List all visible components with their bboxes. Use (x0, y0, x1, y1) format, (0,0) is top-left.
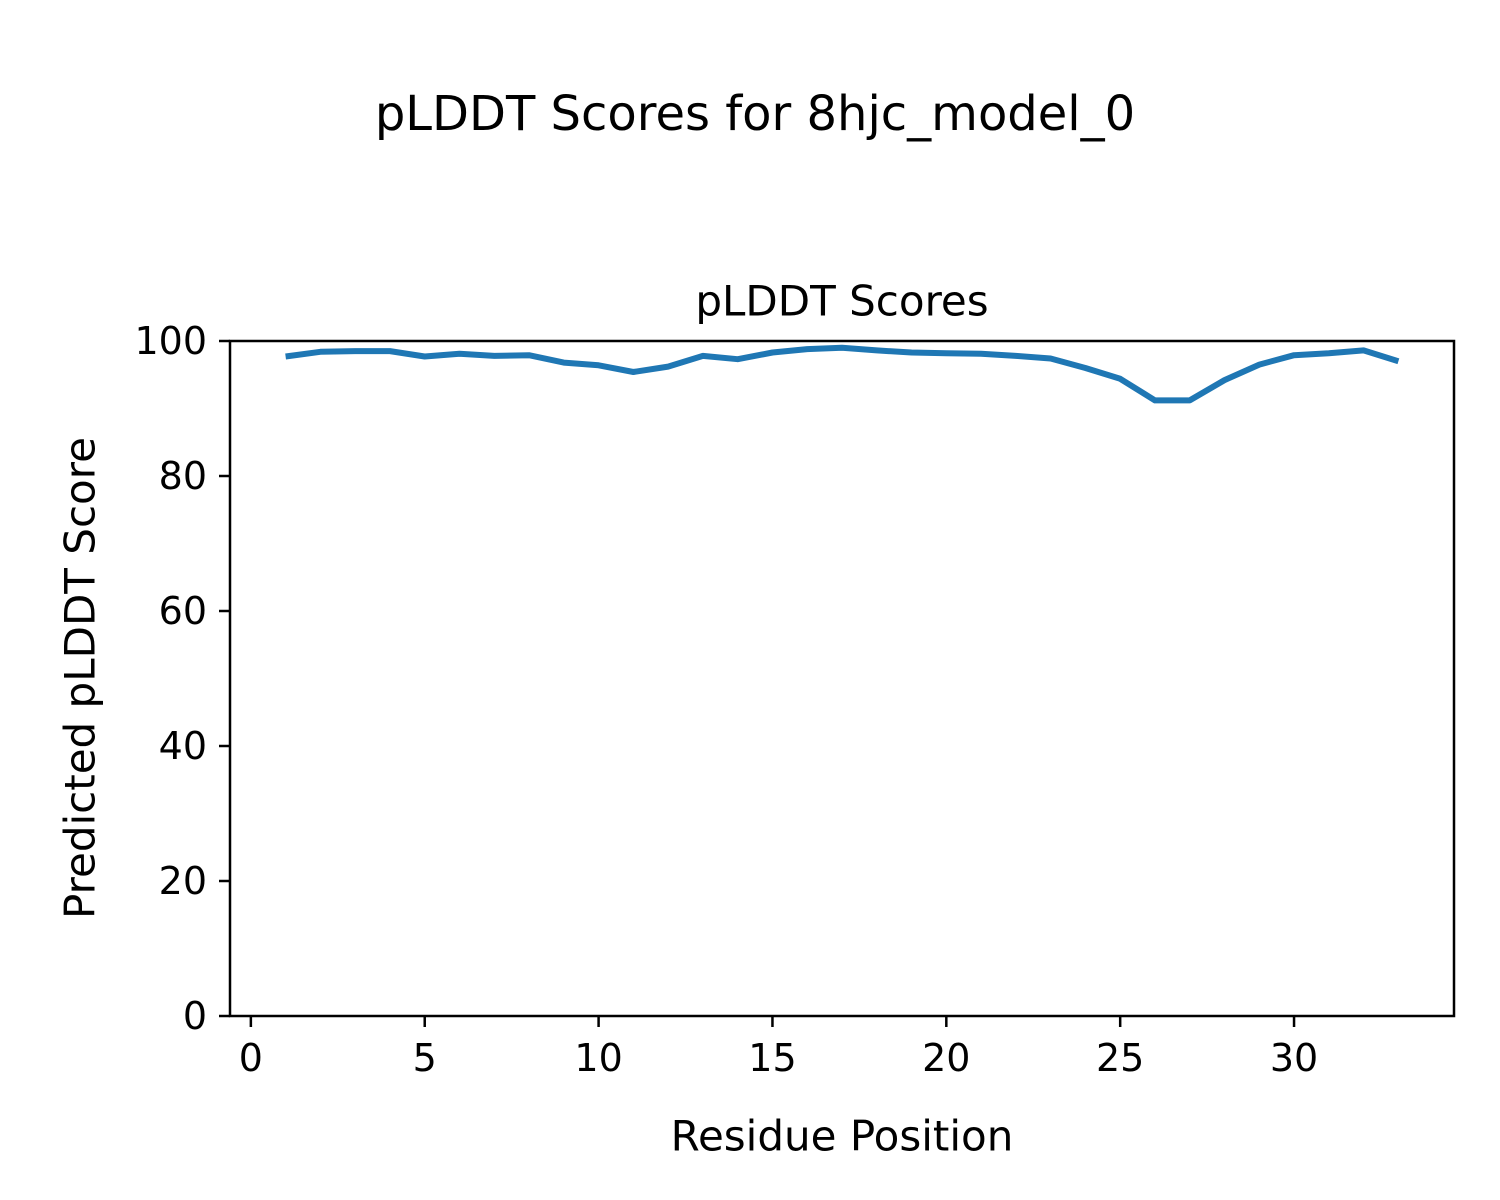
x-tick-label: 5 (412, 1036, 437, 1080)
axes-title: pLDDT Scores (695, 276, 989, 326)
x-tick-label: 15 (748, 1036, 797, 1080)
y-tick-label: 60 (158, 589, 207, 633)
x-tick-label: 25 (1095, 1036, 1145, 1080)
y-axis-label: Predicted pLDDT Score (55, 437, 105, 919)
y-tick-label: 80 (158, 454, 207, 498)
data-line (285, 344, 1400, 404)
x-tick-label: 20 (922, 1036, 971, 1080)
x-axis-label: Residue Position (670, 1111, 1014, 1161)
y-tick-label: 100 (134, 319, 207, 363)
y-tick-label: 20 (158, 859, 207, 903)
figure-title: pLDDT Scores for 8hjc_model_0 (374, 86, 1136, 142)
axes-spines (228, 339, 1456, 1018)
x-tick-label: 0 (238, 1036, 263, 1080)
x-tick-label: 10 (574, 1036, 623, 1080)
x-tick-label: 30 (1269, 1036, 1319, 1080)
y-tick-label: 40 (158, 724, 207, 768)
y-tick-label: 0 (182, 994, 207, 1038)
